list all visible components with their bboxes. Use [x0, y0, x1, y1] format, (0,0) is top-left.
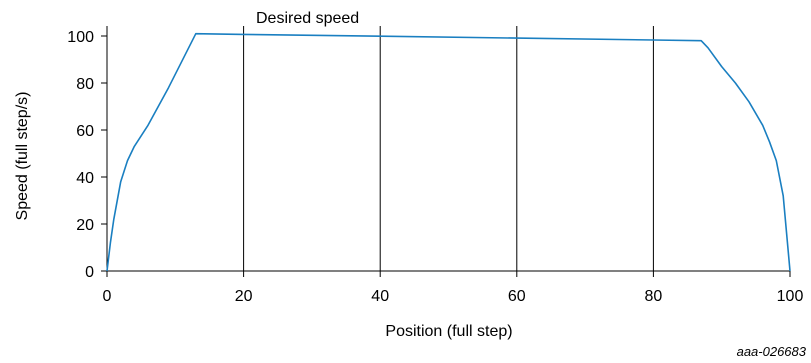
x-axis-title: Position (full step) [385, 323, 512, 340]
x-tick-label-80: 80 [645, 288, 663, 305]
x-tick-label-100: 100 [777, 288, 804, 305]
speed-series-line-0 [106, 32, 791, 272]
desired-speed-annotation: Desired speed [256, 10, 359, 27]
y-tick-labels: 0 20 40 60 80 100 [67, 29, 107, 281]
x-tick-label-20: 20 [235, 288, 253, 305]
y-tick-label-100: 100 [67, 29, 94, 46]
y-tick-label-80: 80 [76, 76, 94, 93]
x-tick-label-40: 40 [371, 288, 389, 305]
y-tick-label-0: 0 [85, 264, 94, 281]
figure-id-label: aaa-026683 [737, 344, 807, 359]
axes [106, 26, 790, 272]
vertical-grid [243, 26, 654, 271]
x-tick-label-0: 0 [103, 288, 112, 305]
x-tick-labels: 0 20 40 60 80 100 [103, 271, 804, 305]
y-tick-label-40: 40 [76, 170, 94, 187]
series-group [106, 32, 791, 272]
y-axis-title: Speed (full step/s) [14, 92, 31, 221]
y-tick-label-60: 60 [76, 123, 94, 140]
x-tick-label-60: 60 [508, 288, 526, 305]
y-tick-label-20: 20 [76, 217, 94, 234]
